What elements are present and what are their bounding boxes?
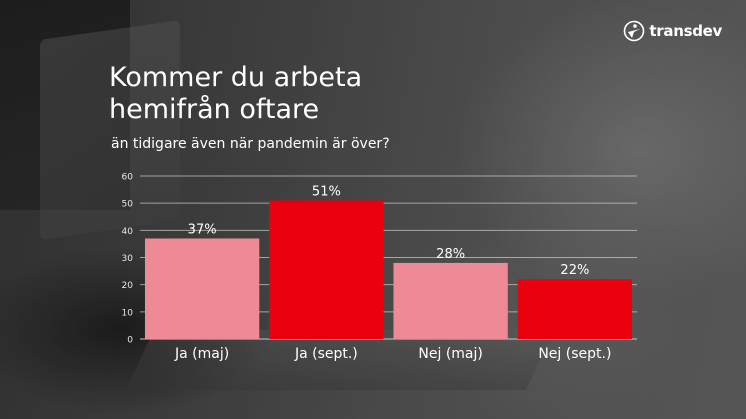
x-axis-labels: Ja (maj) Ja (sept.) Nej (maj) Nej (sept.) [174,346,611,362]
y-tick-label: 50 [122,200,134,210]
transdev-logo: transdev [623,20,722,42]
value-labels: 37% 51% 28% 22% [188,184,590,278]
transdev-logo-icon [624,20,645,42]
y-axis-ticks: 0 10 20 30 40 50 60 [122,173,134,346]
chart-subtitle: än tidigare även när pandemin är över? [111,136,390,152]
x-tick-label: Nej (maj) [418,346,482,362]
chart-title: Kommer du arbeta hemifrån oftare [109,62,363,125]
y-tick-label: 20 [122,281,134,291]
y-tick-label: 40 [122,227,134,237]
y-tick-label: 30 [122,254,134,264]
bars [144,200,633,339]
bar-value-label: 22% [560,263,589,278]
y-tick-label: 10 [122,308,134,318]
bar-value-label: 51% [312,184,341,199]
background-shelf [0,0,130,210]
y-tick-label: 0 [127,336,133,346]
bar [269,200,384,339]
y-tick-label: 60 [122,173,134,183]
bar [393,262,508,339]
bar-value-label: 37% [188,222,217,237]
bar [144,238,260,339]
x-tick-label: Ja (maj) [174,346,229,362]
bar [517,279,633,339]
x-tick-label: Nej (sept.) [538,346,611,362]
x-tick-label: Ja (sept.) [294,346,358,362]
bar-value-label: 28% [436,247,465,262]
transdev-logo-text: transdev [649,22,722,40]
